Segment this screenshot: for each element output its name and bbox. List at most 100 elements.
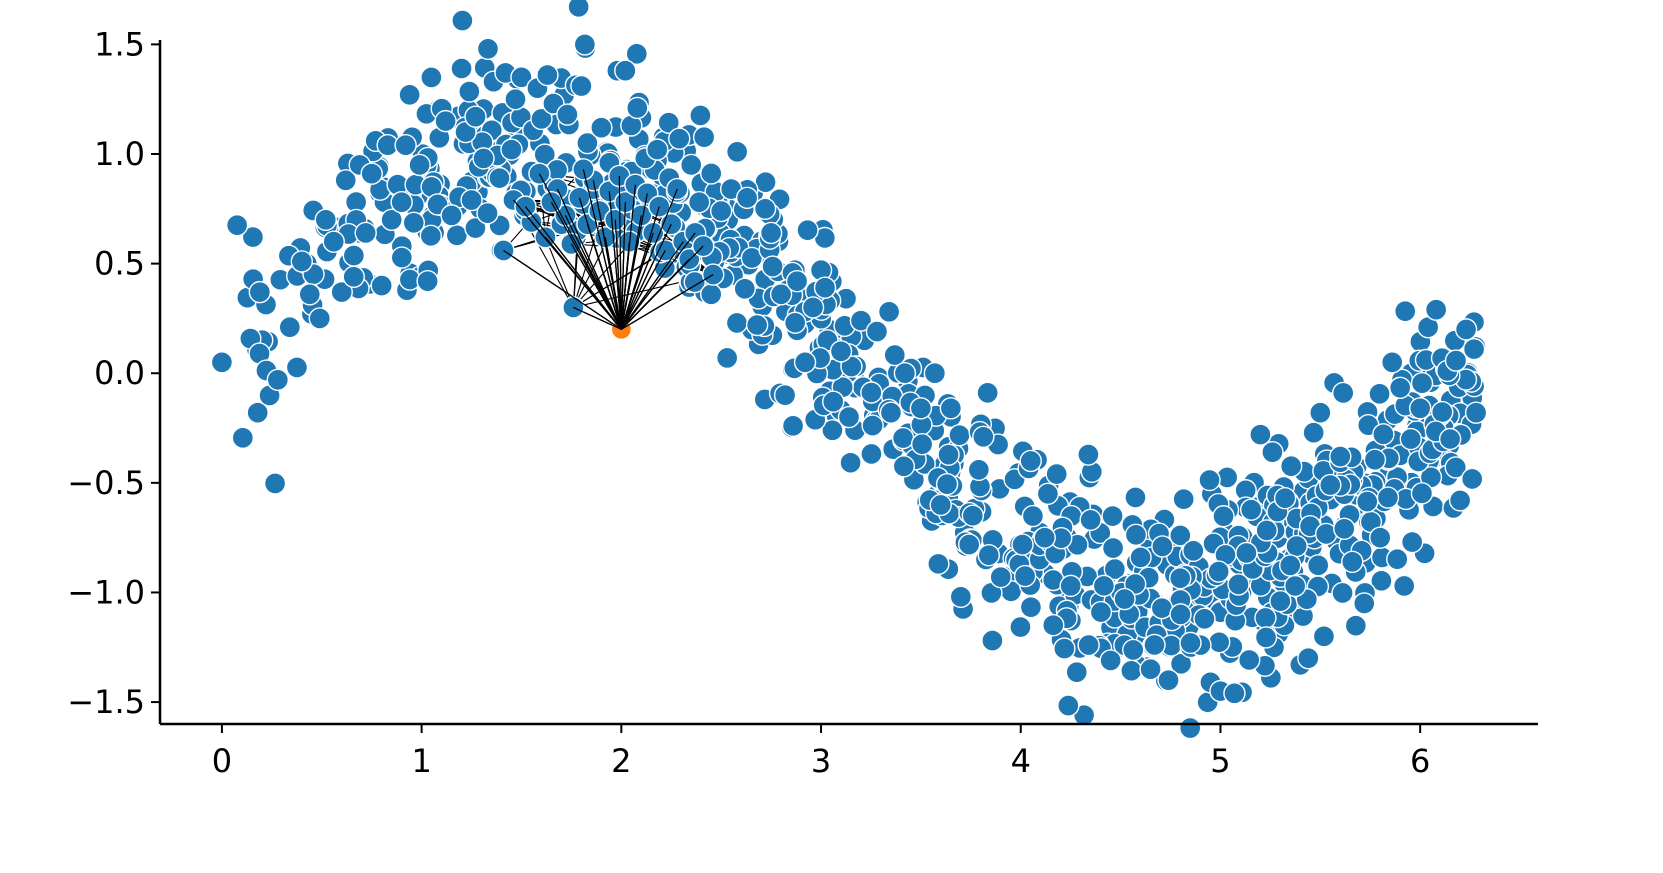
edge-overlay-27 [620, 241, 684, 330]
data-point-1030 [1408, 397, 1432, 420]
data-point-1001 [1045, 462, 1068, 486]
data-point-1000 [1033, 526, 1056, 549]
data-point-615 [1053, 637, 1076, 660]
data-points [210, 0, 1488, 740]
data-point-998 [989, 565, 1012, 589]
data-point-259 [476, 37, 500, 60]
data-point-1014 [1223, 682, 1246, 705]
data-point-897 [1227, 573, 1250, 596]
data-point-631 [861, 414, 884, 437]
data-point-873 [1122, 638, 1145, 662]
data-point-914 [360, 162, 383, 185]
data-point-1007 [1139, 657, 1162, 681]
data-point-940 [500, 138, 523, 161]
data-point-1011 [1193, 607, 1216, 630]
data-point-922 [398, 83, 421, 107]
data-point-947 [536, 63, 559, 87]
data-point-1015 [1235, 541, 1258, 565]
data-point-1022 [1319, 473, 1342, 497]
y-tick-label-4: −0.5 [67, 464, 145, 502]
data-point-1004 [1099, 649, 1122, 672]
data-point-921 [394, 134, 417, 157]
data-point-807 [1273, 487, 1297, 510]
data-point-766 [1151, 535, 1174, 558]
data-point-541 [1169, 652, 1193, 676]
data-point-904 [290, 250, 313, 273]
data-point-978 [769, 283, 793, 306]
y-tick-label-5: −1.0 [67, 573, 145, 611]
data-point-25 [1019, 595, 1043, 619]
x-tick-label-0: 0 [212, 742, 232, 780]
data-point-781 [761, 255, 784, 278]
data-point-930 [450, 57, 473, 80]
data-point-954 [576, 131, 599, 155]
edge-overlay-31 [621, 274, 714, 330]
data-point-989 [865, 320, 889, 343]
data-point-934 [472, 147, 495, 170]
data-point-562 [1410, 371, 1434, 395]
data-point-663 [1065, 660, 1088, 684]
data-point-261 [225, 213, 249, 237]
data-point-383 [420, 66, 443, 89]
data-point-1033 [1438, 427, 1462, 451]
data-point-131 [877, 300, 901, 323]
data-point-906 [308, 307, 331, 330]
data-point-959 [614, 59, 637, 82]
data-point-844 [1279, 554, 1302, 577]
data-point-845 [1092, 574, 1116, 598]
neighbor-edges-overlay [503, 169, 714, 330]
data-point-717 [567, 0, 590, 19]
data-point-669 [464, 216, 487, 240]
data-point-976 [753, 197, 777, 221]
data-point-1029 [1400, 530, 1424, 554]
data-point-878 [1169, 567, 1192, 590]
data-point-624 [976, 381, 999, 405]
data-point-907 [314, 208, 337, 231]
data-point-901 [248, 280, 272, 304]
data-point-41 [246, 401, 269, 424]
data-point-1023 [1329, 445, 1352, 468]
data-point-1020 [1297, 647, 1320, 670]
data-point-928 [434, 109, 457, 133]
data-point-600 [1101, 504, 1124, 528]
data-point-1018 [1269, 590, 1292, 613]
data-point-198 [1394, 300, 1417, 323]
data-point-817 [1356, 490, 1379, 513]
data-point-798 [1101, 536, 1125, 560]
data-point-977 [759, 221, 783, 245]
y-tick-label-6: −1.5 [67, 683, 145, 721]
data-point-761 [796, 218, 819, 242]
data-point-956 [590, 116, 613, 139]
edge-overlay-33 [550, 201, 622, 330]
data-point-688 [700, 162, 723, 185]
data-point-810 [1077, 443, 1100, 466]
x-tick-label-4: 4 [1011, 742, 1031, 780]
edge-overlay-19 [620, 184, 636, 330]
data-point-980 [781, 414, 805, 438]
data-point-596 [1399, 427, 1422, 451]
data-point-860 [1331, 581, 1354, 605]
y-tick-label-0: 1.5 [94, 25, 145, 63]
data-point-863 [1207, 560, 1230, 583]
data-point-423 [1036, 482, 1060, 505]
edge-overlay-21 [620, 193, 648, 330]
data-point-990 [879, 401, 903, 424]
data-point-929 [440, 204, 463, 227]
data-point-932 [460, 188, 483, 212]
edge-overlay-15 [614, 219, 622, 330]
data-point-758 [1302, 421, 1325, 444]
data-point-884 [1255, 519, 1278, 542]
data-point-729 [1089, 600, 1113, 624]
data-point-395 [1124, 486, 1147, 509]
data-point-975 [745, 313, 769, 337]
data-point-1008 [1157, 668, 1180, 692]
data-point-841 [1283, 574, 1307, 598]
data-point-554 [451, 9, 474, 32]
data-point-1002 [1059, 574, 1082, 598]
data-point-986 [829, 340, 853, 363]
data-point-925 [416, 269, 439, 293]
data-point-105 [241, 225, 265, 249]
data-point-1027 [1381, 351, 1404, 374]
data-point-899 [692, 125, 716, 149]
